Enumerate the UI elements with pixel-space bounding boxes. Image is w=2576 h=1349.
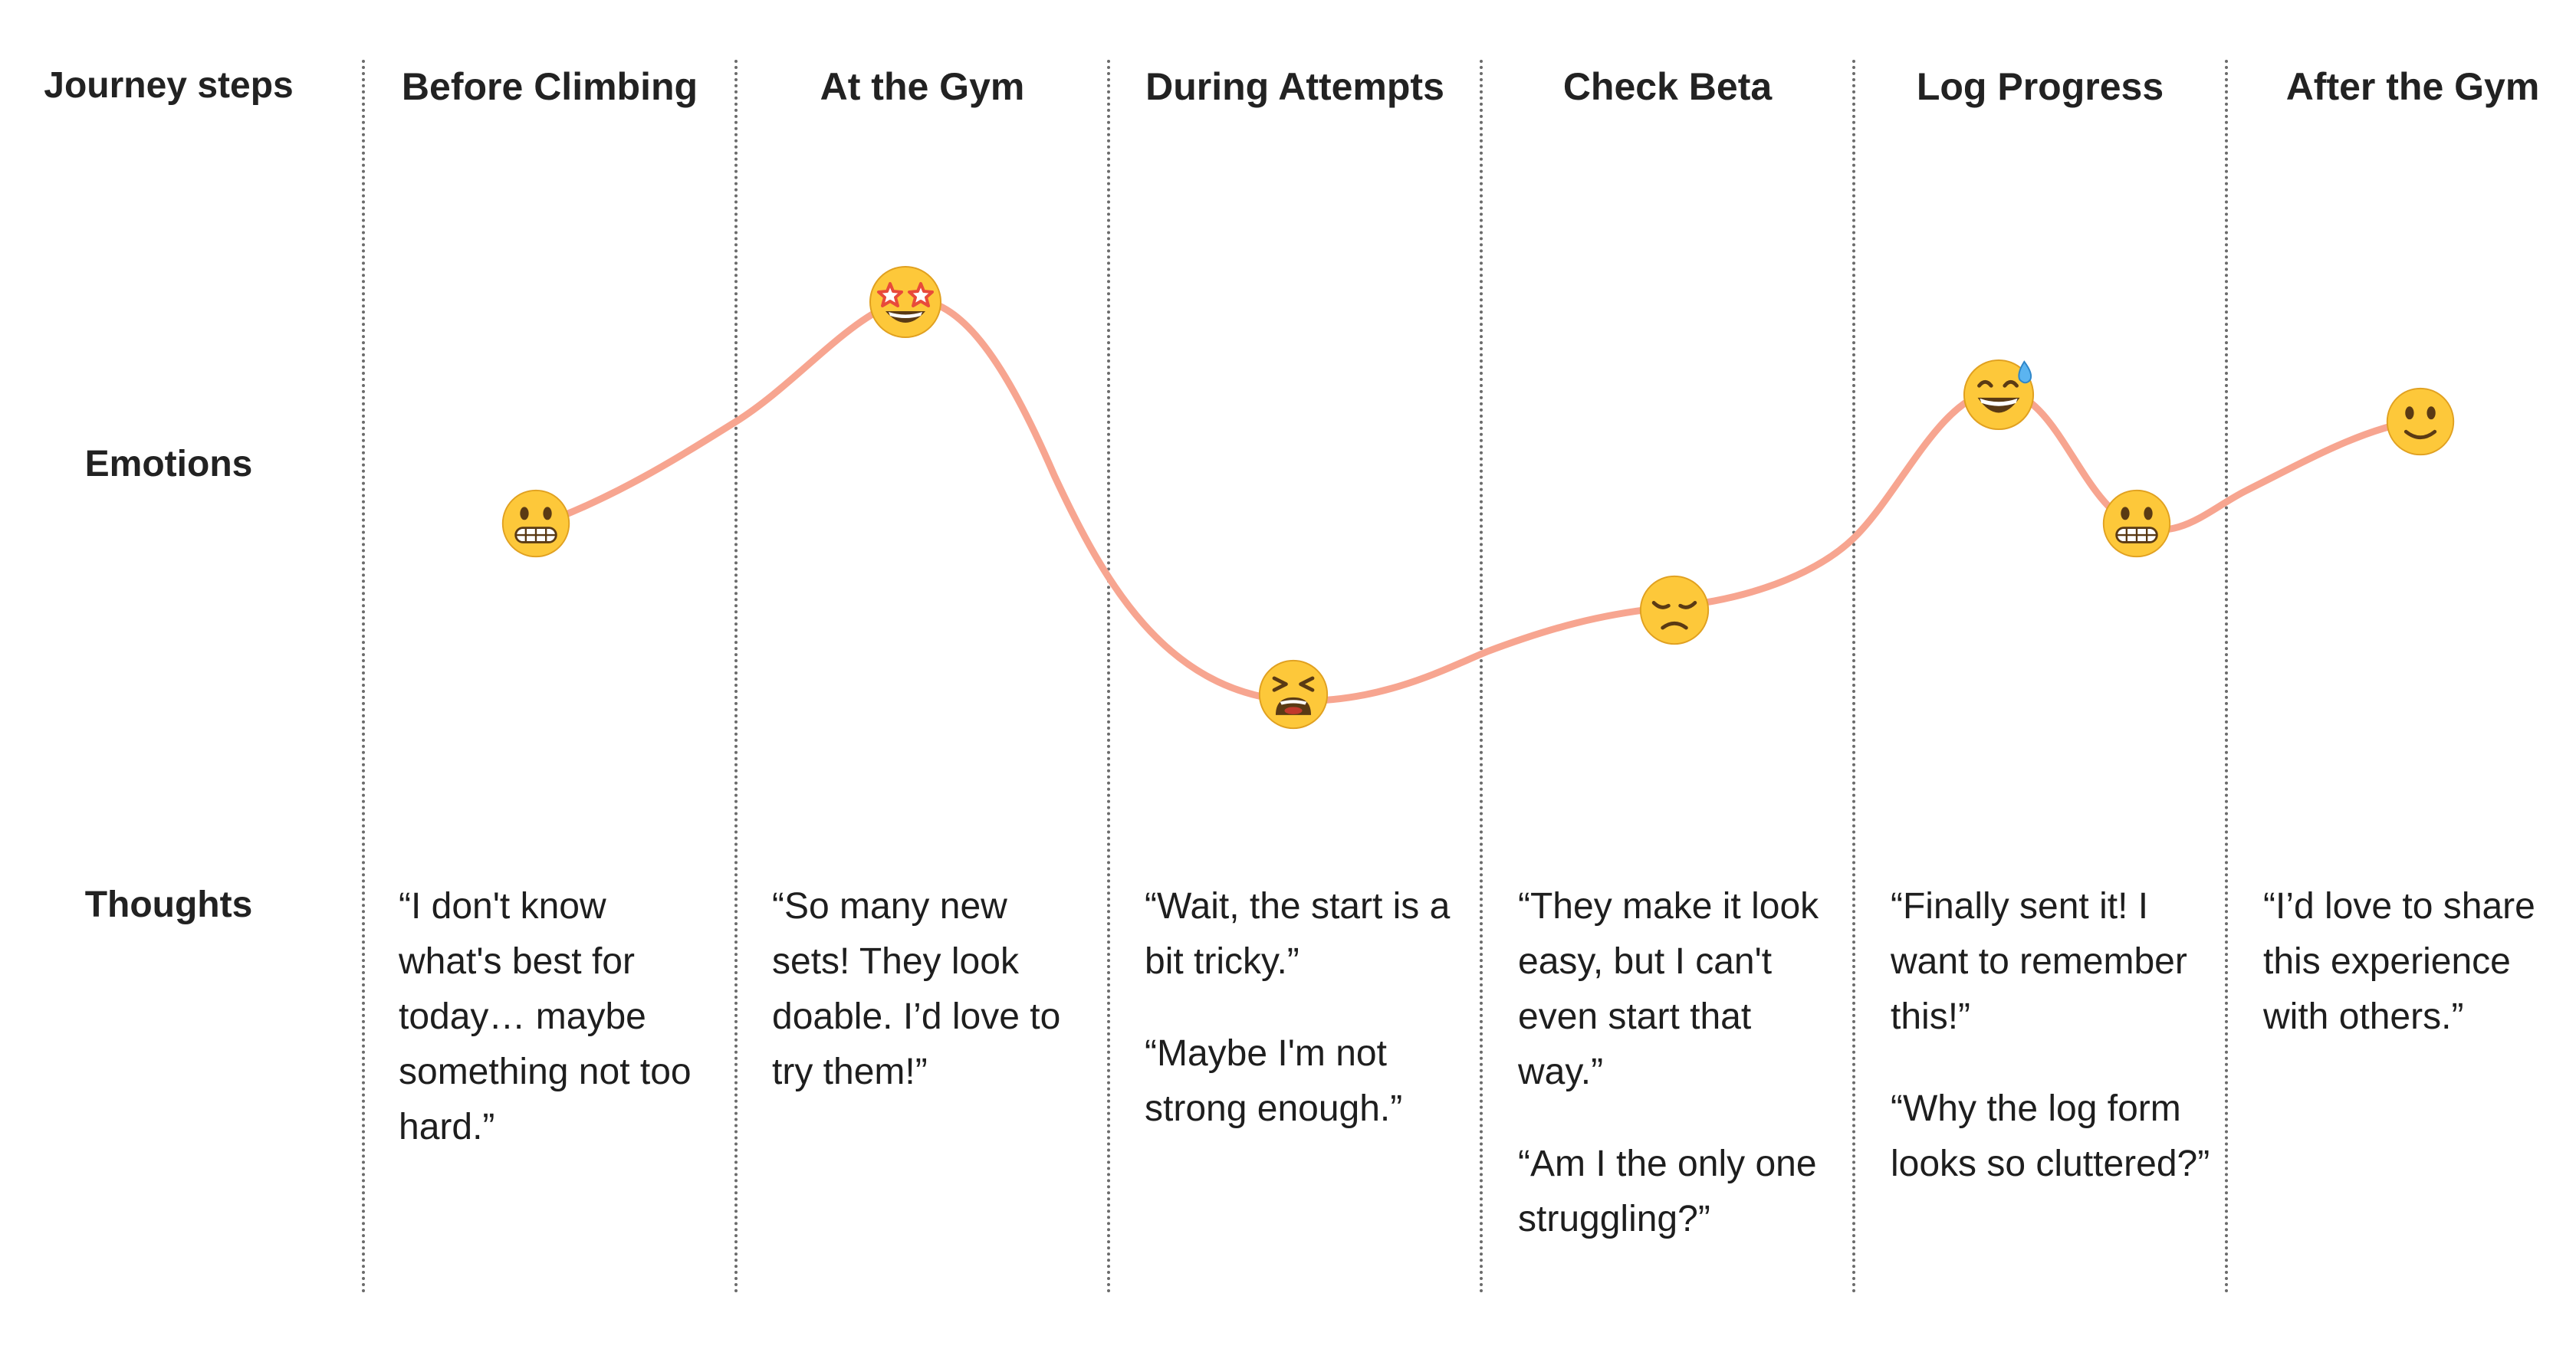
- tired-face-emoji: [1258, 659, 1329, 730]
- disappointed-face-emoji: [1639, 575, 1710, 645]
- column-separator: [734, 60, 738, 1294]
- thoughts-before-climbing: “I don't know what's best for today… may…: [399, 879, 705, 1192]
- thought-quote: “Why the log form looks so cluttered?”: [1891, 1088, 2210, 1184]
- thought-quote: “I don't know what's best for today… may…: [399, 886, 692, 1147]
- column-separator: [1852, 60, 1855, 1294]
- slightly-smiling-face-emoji: [2386, 387, 2455, 456]
- thought-quote: “Am I the only one struggling?”: [1518, 1144, 1817, 1239]
- step-header-before-climbing: Before Climbing: [401, 65, 698, 108]
- row-label-emotions: Emotions: [84, 444, 253, 484]
- thought-quote: “They make it look easy, but I can't eve…: [1518, 886, 1819, 1092]
- thought-quote: “So many new sets! They look doable. I’d…: [772, 886, 1061, 1092]
- column-separator: [362, 60, 365, 1294]
- thoughts-after-the-gym: “I’d love to share this experience with …: [2263, 879, 2570, 1081]
- grimacing-face-emoji: [501, 489, 570, 558]
- thought-quote: “Finally sent it! I want to remember thi…: [1891, 886, 2187, 1037]
- column-separator: [1107, 60, 1110, 1294]
- thoughts-log-progress: “Finally sent it! I want to remember thi…: [1891, 879, 2213, 1229]
- row-label-journey-steps: Journey steps: [44, 65, 294, 106]
- thoughts-at-the-gym: “So many new sets! They look doable. I’d…: [772, 879, 1076, 1137]
- row-label-thoughts: Thoughts: [84, 885, 253, 925]
- column-separator: [2225, 60, 2228, 1294]
- step-header-after-the-gym: After the Gym: [2285, 65, 2540, 108]
- step-header-during-attempts: During Attempts: [1145, 65, 1444, 108]
- step-header-log-progress: Log Progress: [1916, 65, 2164, 108]
- thought-quote: “Maybe I'm not strong enough.”: [1145, 1033, 1403, 1129]
- thought-quote: “Wait, the start is a bit tricky.”: [1145, 886, 1451, 982]
- step-header-check-beta: Check Beta: [1562, 65, 1773, 108]
- grimacing-face-emoji: [2102, 489, 2171, 558]
- thoughts-during-attempts: “Wait, the start is a bit tricky.” “Mayb…: [1145, 879, 1459, 1173]
- step-header-at-the-gym: At the Gym: [820, 65, 1025, 108]
- thought-quote: “I’d love to share this experience with …: [2263, 886, 2535, 1037]
- thoughts-check-beta: “They make it look easy, but I can't eve…: [1518, 879, 1840, 1284]
- star-struck-face-emoji: [869, 266, 941, 338]
- grinning-sweat-face-emoji: [1963, 359, 2035, 431]
- column-separator: [1480, 60, 1483, 1294]
